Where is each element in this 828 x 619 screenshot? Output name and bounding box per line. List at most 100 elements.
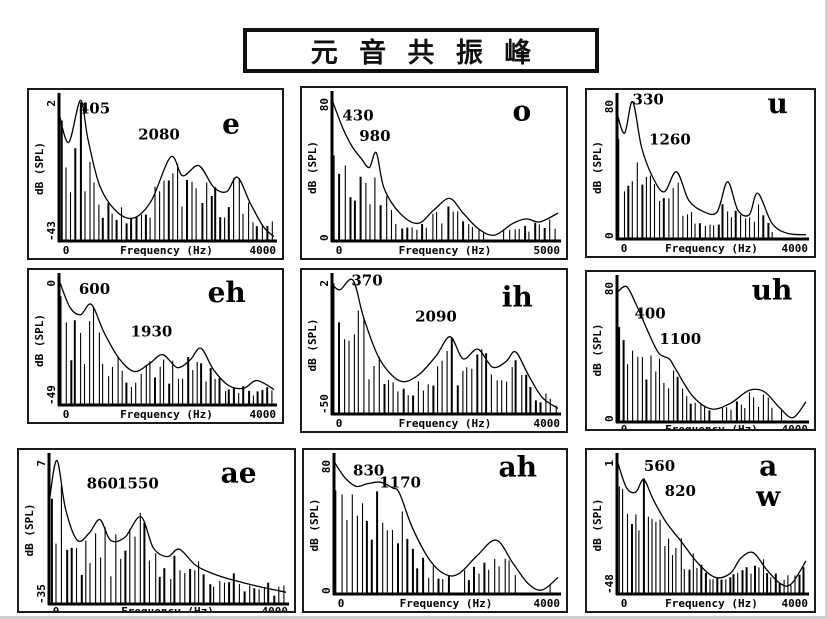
- harmonic-spikes: [618, 327, 783, 422]
- y-top-tick: 80: [320, 460, 333, 473]
- harmonic-spikes: [618, 478, 805, 594]
- formant-annotation: 370: [351, 272, 382, 290]
- envelope-curve: [333, 461, 559, 591]
- spectrum-panel-ah: 80 0 dB (SPL) 0 Frequency (Hz) 4000 830 1170 ah: [302, 448, 568, 613]
- y-axis-label: dB (SPL): [306, 319, 319, 372]
- x-axis-label: Frequency (Hz): [120, 408, 213, 421]
- x-left-tick: 0: [621, 242, 628, 255]
- envelope-curve: [331, 99, 559, 236]
- spectrum-panel-o: 80 0 dB (SPL) 0 Frequency (Hz) 5000 430 980 o: [300, 86, 568, 260]
- y-top-tick: 2: [45, 100, 58, 107]
- formant-annotation: 1260: [649, 131, 691, 149]
- formant-annotation: 2090: [415, 308, 457, 326]
- formant-annotation: 1550: [117, 475, 159, 493]
- vowel-label: uh: [752, 274, 793, 307]
- x-axis-label: Frequency (Hz): [400, 597, 493, 610]
- formant-annotation: 400: [634, 304, 665, 322]
- y-top-tick: 1: [603, 460, 616, 467]
- x-right-tick: 4000: [534, 597, 561, 610]
- y-top-tick: 0: [45, 280, 58, 287]
- y-top-tick: 2: [318, 280, 331, 287]
- harmonic-spikes: [333, 155, 556, 241]
- y-top-tick: 80: [603, 100, 616, 113]
- spectrum-svg-o: 80 0 dB (SPL) 0 Frequency (Hz) 5000 430 980 o: [306, 91, 561, 257]
- formant-annotation: 860: [87, 475, 118, 493]
- envelope-curve: [58, 279, 275, 391]
- x-right-tick: 5000: [534, 244, 561, 257]
- formant-annotation: 830: [353, 461, 384, 479]
- vowel-label: ih: [502, 280, 533, 313]
- formant-annotation: 405: [79, 99, 110, 117]
- formant-annotation: 330: [633, 91, 664, 109]
- x-axis-label: Frequency (Hz): [665, 242, 758, 255]
- y-top-tick: 80: [318, 98, 331, 111]
- x-left-tick: 0: [53, 605, 60, 611]
- vowel-label: u: [768, 90, 788, 120]
- x-left-tick: 0: [63, 244, 70, 257]
- formant-annotation: 560: [644, 457, 675, 475]
- y-axis-label: dB (SPL): [591, 324, 604, 377]
- x-right-tick: 4000: [250, 244, 277, 257]
- envelope-curve: [58, 99, 275, 238]
- spectrum-svg-ih: 2 -50 dB (SPL) 0 Frequency (Hz) 4000 370 2090 ih: [306, 272, 561, 430]
- vowel-label: ae: [221, 457, 257, 490]
- formant-annotation: 1170: [379, 474, 421, 492]
- formant-annotation: 820: [665, 482, 696, 500]
- spectrum-svg-aw: 1 -48 dB (SPL) 0 Frequency (Hz) 4000 560 820 a w: [591, 450, 809, 610]
- y-bottom-tick: 0: [603, 415, 616, 422]
- y-axis-label: dB (SPL): [33, 314, 46, 367]
- formant-annotation: 2080: [138, 126, 180, 144]
- x-right-tick: 4000: [782, 597, 809, 610]
- x-left-tick: 0: [336, 244, 343, 257]
- y-bottom-tick: 0: [318, 234, 331, 241]
- x-axis-label: Frequency (Hz): [121, 605, 214, 611]
- vowel-label: o: [512, 95, 531, 128]
- x-left-tick: 0: [336, 417, 343, 430]
- harmonic-spikes: [618, 138, 773, 239]
- y-bottom-tick: -49: [45, 385, 58, 405]
- x-axis-label: Frequency (Hz): [665, 423, 758, 429]
- figure-title-box: 元 音 共 振 峰: [243, 28, 599, 73]
- formant-annotation: 980: [359, 127, 390, 145]
- formant-annotation: 1930: [131, 323, 173, 341]
- spectrum-panel-e: 2 -43 dB (SPL) 0 Frequency (Hz) 4000 405 2080 e: [27, 88, 284, 260]
- y-axis-label: dB (SPL): [591, 499, 604, 552]
- x-left-tick: 0: [621, 423, 628, 429]
- x-right-tick: 4000: [782, 242, 809, 255]
- spectrum-panel-eh: 0 -49 dB (SPL) 0 Frequency (Hz) 4000 600 1930 eh: [27, 268, 284, 424]
- y-axis-label: dB (SPL): [308, 499, 321, 552]
- y-axis-label: dB (SPL): [33, 142, 46, 195]
- y-bottom-tick: -48: [603, 574, 616, 594]
- x-left-tick: 0: [621, 597, 628, 610]
- figure-title: 元 音 共 振 峰: [310, 38, 538, 69]
- spectrum-panel-uh: 80 0 dB (SPL) 0 Frequency (Hz) 4000 400 1100 uh: [585, 270, 816, 431]
- harmonic-spikes: [50, 485, 285, 604]
- spectrum-panel-u: 80 0 dB (SPL) 0 Frequency (Hz) 4000 330 1260 u: [585, 88, 816, 258]
- spectrum-panel-ih: 2 -50 dB (SPL) 0 Frequency (Hz) 4000 370 2090 ih: [300, 268, 568, 433]
- formant-annotation: 1100: [659, 330, 701, 348]
- x-axis-label: Frequency (Hz): [399, 244, 492, 257]
- spectrum-svg-e: 2 -43 dB (SPL) 0 Frequency (Hz) 4000 405 2080 e: [33, 93, 277, 257]
- y-bottom-tick: 0: [320, 587, 333, 594]
- x-axis-label: Frequency (Hz): [665, 597, 758, 610]
- x-right-tick: 4000: [262, 605, 289, 611]
- envelope-curve: [616, 459, 807, 587]
- y-axis-label: dB (SPL): [591, 141, 604, 194]
- x-axis-label: Frequency (Hz): [399, 417, 492, 430]
- formant-annotation: 600: [79, 280, 110, 298]
- spectrum-svg-uh: 80 0 dB (SPL) 0 Frequency (Hz) 4000 400 1100 uh: [591, 274, 809, 429]
- x-right-tick: 4000: [534, 417, 561, 430]
- x-right-tick: 4000: [782, 423, 809, 429]
- y-top-tick: 7: [35, 460, 48, 467]
- x-axis-label: Frequency (Hz): [120, 244, 213, 257]
- x-right-tick: 4000: [250, 408, 277, 421]
- vowel-label: ah: [498, 451, 537, 484]
- harmonic-spikes: [335, 490, 551, 594]
- y-bottom-tick: -35: [35, 584, 48, 604]
- harmonic-spikes: [60, 296, 273, 405]
- y-bottom-tick: -43: [45, 221, 58, 241]
